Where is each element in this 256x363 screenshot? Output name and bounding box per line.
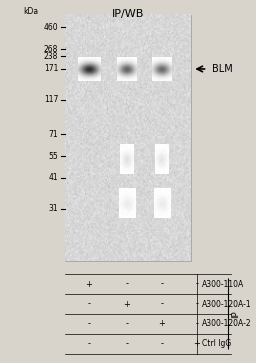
Text: -: - (87, 319, 90, 329)
Text: -: - (126, 339, 129, 348)
Text: Ctrl IgG: Ctrl IgG (202, 339, 231, 348)
Text: -: - (161, 280, 164, 289)
Text: -: - (196, 280, 198, 289)
Text: -: - (126, 280, 129, 289)
FancyBboxPatch shape (65, 15, 191, 261)
Text: 41: 41 (49, 174, 58, 182)
Text: IP: IP (231, 310, 240, 318)
Text: 268: 268 (44, 45, 58, 53)
Text: 238: 238 (44, 52, 58, 61)
Text: -: - (196, 299, 198, 309)
Text: +: + (85, 280, 92, 289)
Text: -: - (161, 299, 164, 309)
Text: -: - (196, 319, 198, 329)
Text: 171: 171 (44, 65, 58, 73)
Text: +: + (124, 299, 131, 309)
Text: 117: 117 (44, 95, 58, 104)
Text: A300-110A: A300-110A (202, 280, 244, 289)
Text: -: - (161, 339, 164, 348)
Text: +: + (194, 339, 200, 348)
Text: kDa: kDa (23, 7, 38, 16)
Text: 31: 31 (49, 204, 58, 213)
Text: -: - (87, 299, 90, 309)
Text: -: - (126, 319, 129, 329)
Text: IP/WB: IP/WB (112, 9, 144, 19)
Text: -: - (87, 339, 90, 348)
Text: +: + (159, 319, 165, 329)
Text: A300-120A-2: A300-120A-2 (202, 319, 251, 329)
Text: A300-120A-1: A300-120A-1 (202, 299, 251, 309)
Text: 71: 71 (49, 130, 58, 139)
Text: 460: 460 (44, 23, 58, 32)
Text: BLM: BLM (212, 64, 233, 74)
Text: 55: 55 (49, 152, 58, 160)
